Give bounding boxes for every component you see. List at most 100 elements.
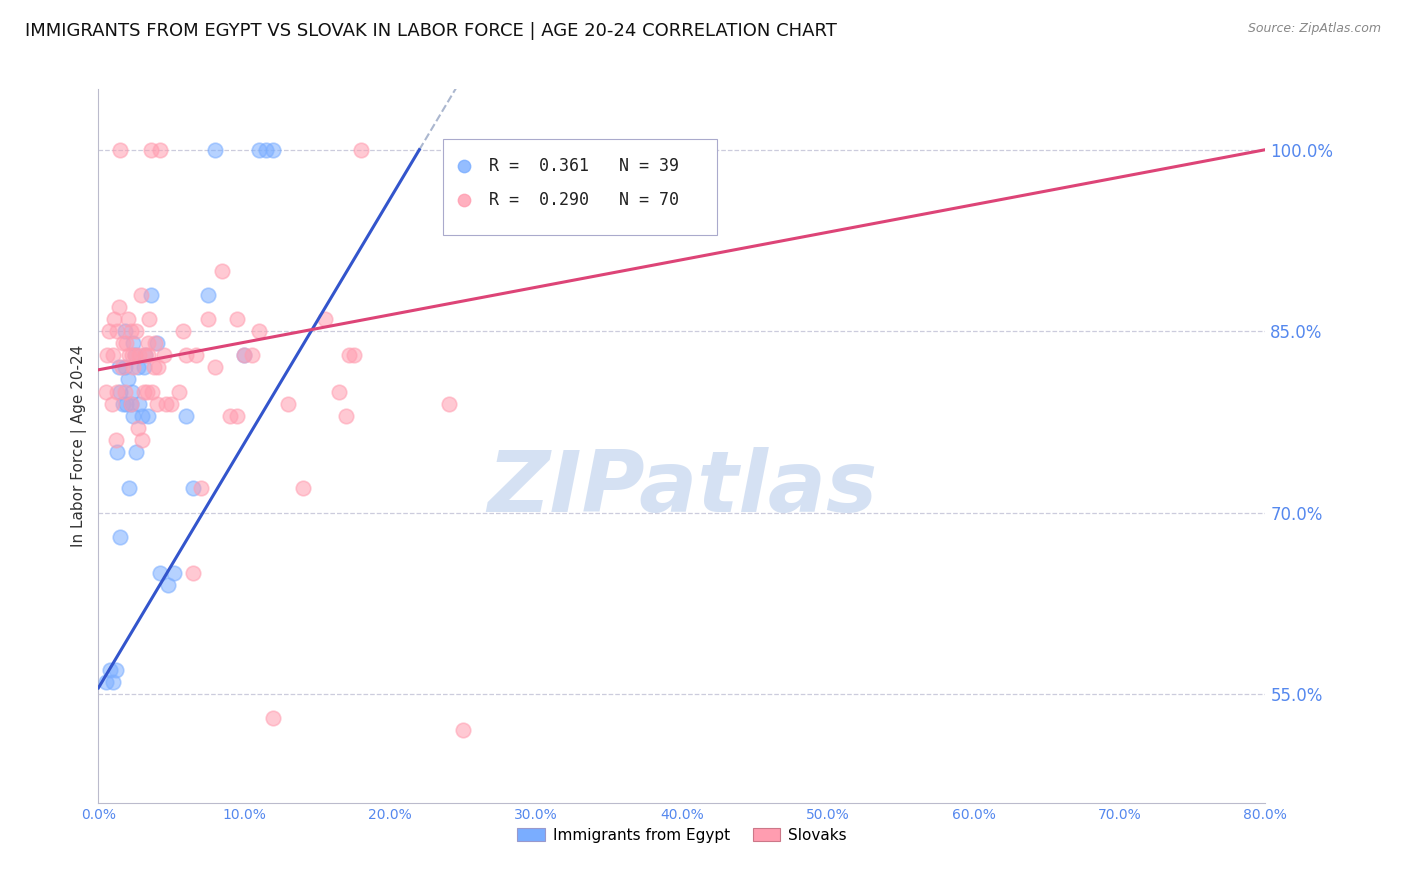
Point — [247, 143, 270, 157]
Text: IMMIGRANTS FROM EGYPT VS SLOVAK IN LABOR FORCE | AGE 20-24 CORRELATION CHART: IMMIGRANTS FROM EGYPT VS SLOVAK IN LABOR… — [25, 22, 837, 40]
Point — [277, 397, 299, 411]
Point — [135, 384, 157, 399]
Point — [335, 409, 357, 423]
Point — [122, 360, 145, 375]
Point — [343, 348, 366, 362]
Point — [120, 397, 142, 411]
Point — [105, 324, 128, 338]
Point — [131, 433, 153, 447]
Point — [204, 360, 226, 375]
Point — [122, 409, 145, 423]
Point — [146, 397, 169, 411]
Point — [108, 300, 131, 314]
Point — [226, 409, 249, 423]
Point — [149, 566, 172, 580]
Point — [122, 336, 145, 351]
Point — [94, 384, 117, 399]
Point — [101, 674, 124, 689]
Point — [139, 288, 162, 302]
Point — [172, 324, 194, 338]
Point — [98, 663, 121, 677]
Point — [134, 348, 156, 362]
Point — [115, 397, 138, 411]
Point — [451, 723, 474, 738]
Point — [120, 324, 142, 338]
Point — [111, 360, 134, 375]
Point — [128, 397, 150, 411]
Y-axis label: In Labor Force | Age 20-24: In Labor Force | Age 20-24 — [72, 345, 87, 547]
Point — [117, 372, 139, 386]
Point — [142, 360, 165, 375]
Point — [163, 566, 186, 580]
Point — [103, 312, 125, 326]
Point — [211, 263, 233, 277]
Point — [167, 384, 190, 399]
Point — [114, 324, 136, 338]
Point — [174, 409, 197, 423]
Text: ZIPatlas: ZIPatlas — [486, 447, 877, 531]
Point — [218, 409, 240, 423]
Point — [97, 324, 120, 338]
Text: R =  0.290   N = 70: R = 0.290 N = 70 — [489, 191, 679, 209]
Text: Source: ZipAtlas.com: Source: ZipAtlas.com — [1247, 22, 1381, 36]
Point — [254, 143, 277, 157]
Point — [437, 397, 460, 411]
Point — [125, 445, 148, 459]
Point — [141, 384, 163, 399]
Point — [598, 143, 620, 157]
Point — [197, 312, 219, 326]
Legend: Immigrants from Egypt, Slovaks: Immigrants from Egypt, Slovaks — [512, 822, 852, 848]
Point — [121, 384, 143, 399]
Point — [350, 143, 373, 157]
Point — [115, 336, 138, 351]
Point — [105, 384, 128, 399]
Point — [118, 481, 141, 495]
Point — [240, 348, 263, 362]
Point — [108, 360, 131, 375]
Point — [132, 384, 155, 399]
Point — [117, 312, 139, 326]
Point — [128, 348, 150, 362]
Point — [157, 578, 180, 592]
Point — [155, 397, 177, 411]
Point — [186, 348, 208, 362]
Point — [247, 324, 270, 338]
Point — [337, 348, 360, 362]
Point — [174, 348, 197, 362]
Point — [148, 360, 170, 375]
Point — [131, 409, 153, 423]
Point — [132, 360, 155, 375]
Point — [114, 384, 136, 399]
Point — [204, 143, 226, 157]
Point — [110, 143, 132, 157]
Point — [101, 348, 124, 362]
Point — [124, 348, 146, 362]
Point — [127, 360, 149, 375]
Point — [139, 143, 162, 157]
Point — [143, 336, 166, 351]
Point — [149, 143, 172, 157]
Point — [291, 481, 314, 495]
Text: R =  0.361   N = 39: R = 0.361 N = 39 — [489, 157, 679, 175]
Point — [544, 330, 567, 344]
Point — [104, 663, 127, 677]
Point — [314, 312, 336, 326]
FancyBboxPatch shape — [443, 139, 717, 235]
Point — [100, 397, 122, 411]
Point — [181, 481, 204, 495]
Point — [181, 566, 204, 580]
Point — [226, 312, 249, 326]
Point — [127, 421, 149, 435]
Point — [112, 397, 135, 411]
Point — [96, 348, 118, 362]
Point — [134, 348, 156, 362]
Point — [136, 409, 159, 423]
Point — [190, 481, 212, 495]
Point — [110, 384, 132, 399]
Point — [153, 348, 176, 362]
Point — [233, 348, 256, 362]
Point — [124, 348, 146, 362]
Point — [233, 348, 256, 362]
Point — [262, 143, 284, 157]
Point — [112, 336, 135, 351]
